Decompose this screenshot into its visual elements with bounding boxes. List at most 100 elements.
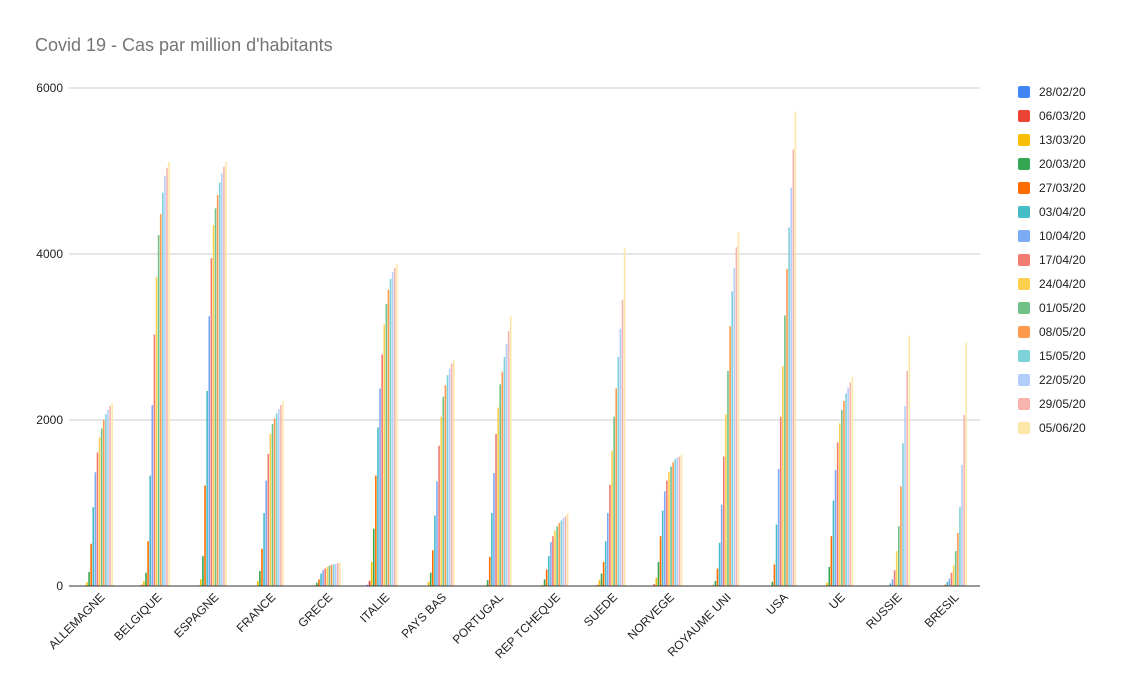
bar: [564, 516, 567, 586]
x-tick-label: RUSSIE: [863, 590, 904, 631]
bar: [427, 581, 430, 586]
bar: [429, 572, 432, 586]
bar: [322, 570, 324, 586]
bar: [543, 579, 546, 586]
bar: [100, 428, 103, 586]
bar: [318, 579, 320, 586]
bar: [777, 468, 780, 586]
bar: [547, 556, 550, 586]
bar: [826, 582, 828, 586]
bar: [782, 366, 784, 586]
bar: [448, 368, 451, 586]
bar: [836, 442, 839, 586]
bar: [330, 564, 333, 586]
legend-swatch: [1018, 326, 1030, 338]
y-tick-label: 0: [56, 579, 63, 593]
bar: [216, 195, 219, 586]
bar: [779, 416, 782, 586]
bar: [904, 405, 906, 586]
bar: [661, 510, 664, 586]
bar: [737, 231, 740, 586]
bar: [832, 500, 835, 586]
bar: [149, 475, 152, 586]
bar: [96, 452, 99, 586]
legend-item: 08/05/20: [1018, 320, 1086, 344]
bar: [434, 515, 436, 586]
bar: [450, 363, 453, 586]
bar: [505, 343, 508, 586]
bar: [735, 247, 738, 587]
bar: [596, 584, 599, 586]
legend-swatch: [1018, 422, 1030, 434]
bar: [550, 542, 552, 586]
bar: [731, 291, 733, 586]
x-tick-label: ALLEMAGNE: [46, 590, 108, 652]
bar: [841, 410, 843, 586]
bar: [948, 578, 951, 586]
bar: [655, 577, 658, 586]
bar: [659, 536, 662, 586]
bar: [714, 581, 717, 586]
legend-label: 13/03/20: [1039, 133, 1086, 147]
bar: [444, 385, 447, 586]
bar: [267, 454, 270, 586]
bar: [377, 427, 379, 586]
bar: [788, 227, 790, 586]
bar: [552, 536, 554, 586]
bar: [206, 390, 208, 586]
bar: [366, 584, 369, 586]
bar: [391, 272, 394, 586]
bar: [277, 409, 280, 586]
bar: [491, 512, 493, 586]
bar: [436, 481, 438, 586]
bar: [954, 551, 957, 586]
legend-label: 05/06/20: [1039, 421, 1086, 435]
bar: [560, 520, 563, 586]
legend-swatch: [1018, 86, 1030, 98]
bar: [562, 517, 565, 586]
bar: [784, 315, 786, 586]
bar: [393, 268, 396, 586]
bar: [495, 434, 497, 586]
bar: [256, 581, 259, 586]
bar: [218, 182, 221, 586]
bar: [324, 568, 327, 586]
bar: [147, 541, 149, 586]
bar: [680, 454, 683, 586]
bar: [725, 414, 727, 586]
bar: [263, 512, 265, 586]
legend-swatch: [1018, 302, 1030, 314]
bar: [611, 450, 613, 586]
bar: [208, 316, 211, 586]
legend-label: 15/05/20: [1039, 349, 1086, 363]
bar: [214, 208, 217, 586]
bar: [396, 263, 398, 586]
bar: [771, 581, 774, 586]
bar: [609, 484, 611, 586]
bar: [501, 371, 504, 586]
bar: [442, 396, 445, 586]
bar: [275, 413, 278, 586]
bar: [102, 420, 105, 586]
bar: [200, 579, 202, 586]
x-tick-label: BELGIQUE: [111, 590, 164, 643]
bar: [337, 563, 339, 586]
bar: [897, 526, 900, 586]
legend-item: 05/06/20: [1018, 416, 1086, 440]
y-tick-label: 6000: [36, 81, 63, 95]
legend-swatch: [1018, 134, 1030, 146]
bar: [271, 424, 274, 586]
bar: [957, 532, 959, 586]
x-tick-label: SUEDE: [581, 590, 620, 629]
bar: [902, 443, 904, 586]
bar: [790, 187, 793, 586]
bar: [847, 387, 849, 586]
bar: [370, 561, 373, 586]
bar: [600, 573, 603, 586]
bar: [151, 405, 154, 586]
bar: [202, 556, 204, 586]
legend-label: 17/04/20: [1039, 253, 1086, 267]
bar: [722, 456, 725, 586]
bar: [554, 530, 556, 586]
bar: [900, 486, 902, 586]
